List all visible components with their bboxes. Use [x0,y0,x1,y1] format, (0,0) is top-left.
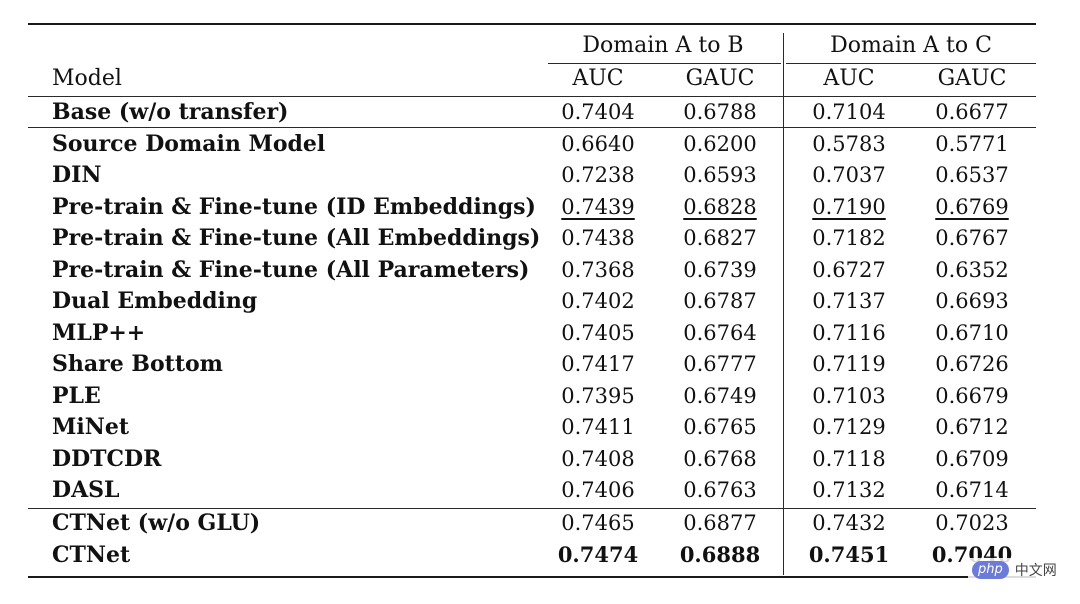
column-header-gauc-ac: GAUC [937,66,1007,91]
row-value: 0.7465 [561,511,635,535]
column-header-model: Model [52,66,122,91]
column-header-auc-ac: AUC [823,66,875,91]
row-value: 0.6593 [683,163,757,187]
column-divider [783,33,784,575]
row-model-name: Pre-train & Fine-tune (All Parameters) [52,257,530,283]
row-value: 0.6877 [683,511,757,535]
row-model-name: MLP++ [52,320,146,346]
row-value: 0.5771 [935,132,1009,156]
row-value: 0.7190 [812,195,886,219]
row-model-name: Dual Embedding [52,288,258,314]
row-value: 0.7417 [561,352,635,376]
bottom-rule [28,576,1036,578]
row-value: 0.7474 [557,542,639,567]
row-value: 0.6763 [683,478,757,502]
row-value: 0.7395 [561,384,635,408]
row-value: 0.7023 [935,511,1009,535]
row-model-name: DIN [52,162,102,188]
row-value: 0.6640 [561,132,635,156]
row-value: 0.6739 [683,258,757,282]
ctnet-rule [28,508,1036,509]
row-value: 0.6726 [935,352,1009,376]
row-value: 0.7104 [812,100,886,124]
row-value: 0.7411 [561,415,635,439]
row-value: 0.7405 [561,321,635,345]
row-value: 0.7137 [812,289,886,313]
row-value: 0.7438 [561,226,635,250]
row-value: 0.6769 [935,195,1009,219]
row-value: 0.7408 [561,447,635,471]
row-value: 0.6712 [935,415,1009,439]
row-model-name: CTNet [52,542,131,568]
row-value: 0.6352 [935,258,1009,282]
row-value: 0.6888 [679,542,761,567]
row-model-name: CTNet (w/o GLU) [52,510,261,536]
group-underline-ab [548,63,781,64]
row-value: 0.6767 [935,226,1009,250]
base-rule [28,127,1036,128]
row-value: 0.6727 [812,258,886,282]
row-value: 0.7406 [561,478,635,502]
row-value: 0.6714 [935,478,1009,502]
row-value: 0.6710 [935,321,1009,345]
row-value: 0.7432 [812,511,886,535]
row-model-name: Share Bottom [52,351,223,377]
row-value: 0.7103 [812,384,886,408]
row-value: 0.6709 [935,447,1009,471]
row-value: 0.7451 [808,542,890,567]
row-value: 0.6764 [683,321,757,345]
row-value: 0.7439 [561,195,635,219]
row-model-name: Source Domain Model [52,131,326,157]
row-value: 0.6677 [935,100,1009,124]
row-value: 0.7132 [812,478,886,502]
row-value: 0.7037 [812,163,886,187]
row-value: 0.6200 [683,132,757,156]
row-value: 0.6788 [683,100,757,124]
header-rule [28,96,1036,97]
row-value: 0.6777 [683,352,757,376]
top-rule [28,23,1036,25]
row-model-name: Pre-train & Fine-tune (ID Embeddings) [52,194,536,220]
row-value: 0.6787 [683,289,757,313]
row-model-name: DASL [52,477,120,503]
group-header-ac: Domain A to C [830,33,992,58]
row-model-name: Pre-train & Fine-tune (All Embeddings) [52,225,541,251]
row-value: 0.7119 [812,352,886,376]
row-value: 0.6828 [683,195,757,219]
column-header-gauc-ab: GAUC [685,66,755,91]
row-value: 0.6827 [683,226,757,250]
row-value: 0.6693 [935,289,1009,313]
row-value: 0.6768 [683,447,757,471]
watermark: php 中文网 [968,558,1061,582]
row-value: 0.7404 [561,100,635,124]
row-value: 0.7118 [812,447,886,471]
watermark-text: 中文网 [1014,563,1057,579]
row-value: 0.6765 [683,415,757,439]
group-underline-ac [786,63,1036,64]
php-logo-icon: php [972,561,1009,579]
row-model-name: Base (w/o transfer) [52,99,289,125]
group-header-ab: Domain A to B [582,33,744,58]
row-value: 0.7238 [561,163,635,187]
column-header-auc-ab: AUC [572,66,624,91]
row-value: 0.7402 [561,289,635,313]
row-value: 0.7368 [561,258,635,282]
row-value: 0.6679 [935,384,1009,408]
row-value: 0.6749 [683,384,757,408]
row-model-name: MiNet [52,414,129,440]
row-value: 0.5783 [812,132,886,156]
row-value: 0.7182 [812,226,886,250]
row-model-name: PLE [52,383,101,409]
row-value: 0.7116 [812,321,886,345]
row-value: 0.6537 [935,163,1009,187]
row-value: 0.7129 [812,415,886,439]
row-model-name: DDTCDR [52,446,162,472]
